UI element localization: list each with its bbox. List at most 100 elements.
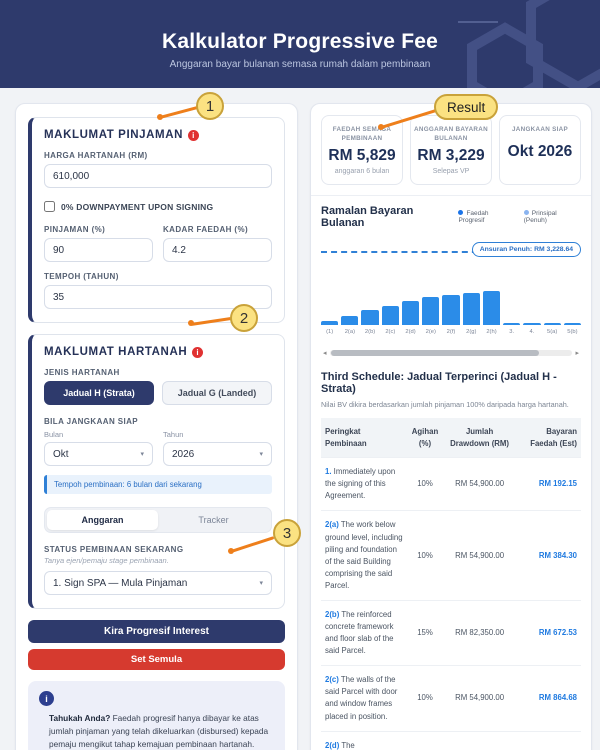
table-row: 2(d) The roofing/ceiling, electrical wir… (321, 730, 581, 750)
jenis-label: JENIS HARTANAH (44, 368, 120, 377)
chart-header: Ramalan Bayaran Bulanan Faedah Progresif… (321, 205, 581, 229)
annotation-badge-2: 2 (230, 304, 258, 332)
chart-bar[interactable] (543, 322, 561, 325)
result-sub (503, 164, 577, 172)
drawdown-cell: RM 82,350.00 (443, 599, 516, 666)
loan-card-title-text: MAKLUMAT PINJAMAN (44, 129, 184, 141)
stage-code: 1. (325, 467, 332, 477)
table-row: 2(a) The work below ground level, includ… (321, 510, 581, 601)
col-drawdown: Jumlah Drawdown (RM) (443, 417, 516, 458)
chart-bar[interactable] (321, 320, 339, 325)
reference-line-badge: Ansuran Penuh: RM 3,228.64 (471, 241, 581, 257)
bulan-select[interactable]: Okt ▾ (44, 442, 153, 466)
chart-bar[interactable] (563, 322, 582, 325)
schedule-title: Third Schedule: Jadual Terperinci (Jadua… (321, 370, 557, 395)
pinjaman-label: PINJAMAN (%) (44, 225, 106, 234)
reset-button[interactable]: Set Semula (28, 649, 285, 670)
chart-x-label: 5(a) (547, 328, 558, 335)
result-sub: Selepas VP (432, 167, 470, 175)
stage-code: 2(d) (325, 740, 340, 750)
chart-bar[interactable] (462, 292, 480, 325)
required-info-icon: i (188, 129, 200, 141)
bulan-label: Bulan (44, 430, 64, 439)
agihan-cell: 10% (406, 730, 444, 750)
chart-x-label: 2(e) (425, 328, 436, 335)
chart-x-label: 2(c) (385, 328, 396, 335)
downpayment-checkbox[interactable] (44, 201, 55, 212)
tempoh-input[interactable] (44, 285, 272, 309)
status-select[interactable]: 1. Sign SPA — Mula Pinjaman ▾ (44, 571, 272, 595)
annotation-badge-1: 1 (196, 92, 224, 120)
tahun-select[interactable]: 2026 ▾ (163, 442, 272, 466)
table-row: 2(c) The walls of the said Parcel with d… (321, 665, 581, 732)
tip-box: i Tahukah Anda? Faedah progresif hanya d… (28, 681, 285, 750)
result-cards: FAEDAH SEMASA PEMBINAAN RM 5,829 anggara… (321, 115, 581, 185)
schedule-subtitle: Nilai BV dikira berdasarkan jumlah pinja… (321, 399, 569, 409)
chart-x-label: 3. (509, 328, 515, 335)
chart-bar[interactable] (482, 290, 501, 325)
jadual-g-button[interactable]: Jadual G (Landed) (162, 381, 272, 405)
stage-code: 2(b) (325, 609, 340, 619)
legend-item-prinsipal: Prinsipal (Penuh) (523, 209, 581, 224)
tab-anggaran[interactable]: Anggaran (47, 510, 158, 530)
property-card-title-text: MAKLUMAT HARTANAH (44, 346, 188, 358)
chart-x-labels: (1) 2(a) 2(b) 2(c) 2(d) 2(e) 2(f) 2(g) 2(h) 3. 4. 5… (321, 329, 581, 335)
tip-body: Faedah progresif hanya dibayar ke atas j… (49, 713, 269, 749)
scrollbar-track[interactable] (329, 349, 573, 356)
drawdown-cell: RM 54,900.00 (443, 730, 516, 750)
bulan-value: Okt (53, 448, 69, 460)
tempoh-label: TEMPOH (TAHUN) (44, 272, 119, 281)
property-card-title: MAKLUMAT HARTANAH i (44, 346, 272, 358)
construction-period-notice: Tempoh pembinaan: 6 bulan dari sekarang (44, 475, 272, 494)
fee-cell: RM 384.30 (515, 510, 581, 601)
legend-label: Faedah Progresif (458, 209, 489, 224)
loan-info-card: MAKLUMAT PINJAMAN i HARGA HARTANAH (RM) … (28, 117, 285, 323)
chart-x-label: (1) (326, 328, 334, 335)
fee-cell: RM 1,056.83 (515, 730, 581, 750)
chart-x-label: 2(d) (405, 328, 416, 335)
fee-cell: RM 864.68 (515, 665, 581, 732)
reference-line (321, 250, 498, 253)
chart-bar[interactable] (422, 296, 440, 325)
drawdown-cell: RM 54,900.00 (443, 665, 516, 732)
property-info-card: MAKLUMAT HARTANAH i JENIS HARTANAH Jadua… (28, 334, 285, 609)
chart-bar[interactable] (361, 309, 379, 325)
harga-input[interactable] (44, 164, 272, 188)
page-subtitle: Anggaran bayar bulanan semasa rumah dala… (169, 59, 431, 70)
legend-item-faedah: Faedah Progresif (458, 209, 515, 224)
chart-bar[interactable] (341, 315, 359, 325)
drawdown-cell: RM 54,900.00 (443, 510, 516, 601)
tip-bold: Tahukah Anda? (49, 713, 111, 723)
tab-tracker[interactable]: Tracker (198, 515, 229, 525)
chart-bar[interactable] (381, 305, 399, 325)
horizontal-scrollbar: ◂ ▸ (323, 349, 579, 357)
chart-x-label: 2(h) (486, 328, 497, 335)
status-label: STATUS PEMBINAAN SEKARANG (44, 545, 184, 554)
chevron-down-icon: ▾ (259, 451, 263, 458)
kadar-label: KADAR FAEDAH (%) (163, 225, 249, 234)
schedule-body: 1. Immediately upon the signing of this … (321, 457, 581, 750)
annotation-badge-3: 3 (273, 519, 301, 547)
stage-cell: 2(d) The roofing/ceiling, electrical wir… (321, 730, 407, 750)
input-panel: MAKLUMAT PINJAMAN i HARGA HARTANAH (RM) … (15, 103, 298, 750)
jadual-h-button[interactable]: Jadual H (Strata) (44, 381, 154, 405)
scroll-left-icon[interactable]: ◂ (323, 349, 327, 357)
agihan-cell: 15% (406, 599, 444, 666)
stage-code: 2(a) (325, 520, 339, 530)
required-info-icon: i (192, 346, 204, 358)
calculate-button[interactable]: Kira Progresif Interest (28, 620, 285, 643)
scrollbar-thumb[interactable] (330, 349, 540, 356)
result-panel: FAEDAH SEMASA PEMBINAAN RM 5,829 anggara… (310, 103, 592, 750)
kadar-input[interactable] (163, 238, 272, 262)
chart-bar[interactable] (523, 322, 541, 325)
pinjaman-input[interactable] (44, 238, 153, 262)
harga-label: HARGA HARTANAH (RM) (44, 151, 148, 160)
chart-bar[interactable] (401, 300, 420, 325)
status-hint: Tanya ejen/pemaju stage pembinaan. (44, 556, 169, 565)
tip-text: Tahukah Anda? Faedah progresif hanya dib… (39, 712, 274, 750)
chart-bar[interactable] (503, 322, 521, 325)
chart-bar[interactable] (442, 294, 460, 325)
chevron-down-icon: ▾ (259, 580, 263, 587)
stage-cell: 2(b) The reinforced concrete framework a… (321, 599, 407, 666)
scroll-right-icon[interactable]: ▸ (575, 349, 579, 357)
